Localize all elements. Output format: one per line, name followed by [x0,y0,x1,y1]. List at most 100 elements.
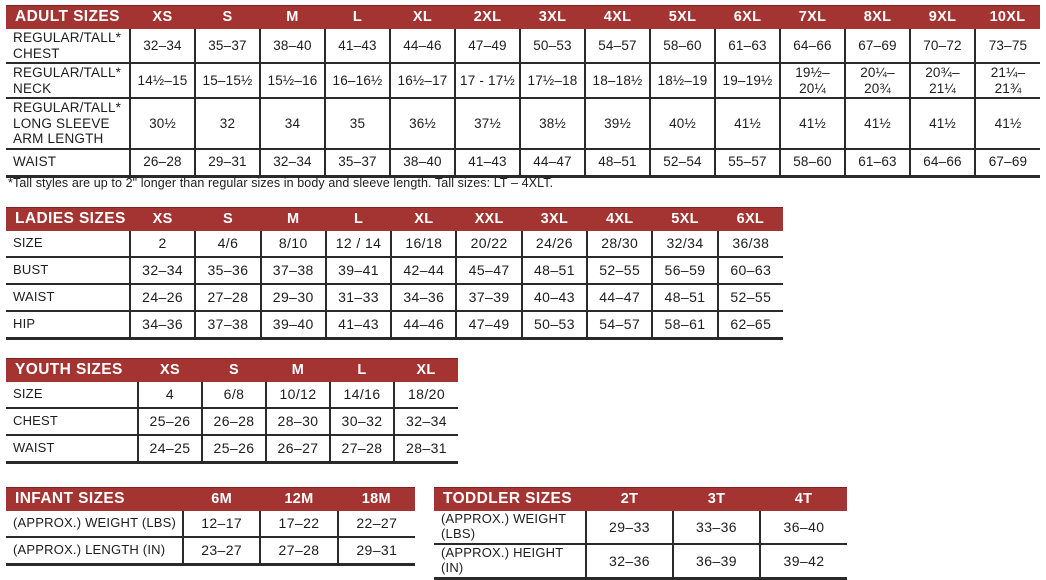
infant-sizes-table-container: INFANT SIZES 6M 12M 18M (APPROX.) WEIGHT (LB… [6,487,415,566]
table-cell: 52–55 [586,256,653,284]
column-header: 2T [586,487,673,511]
table-cell: 32–34 [393,407,458,435]
column-header: 3T [673,487,760,511]
table-cell: 45–47 [455,256,522,284]
table-cell: 34 [259,97,325,149]
table-header-adult: ADULT SIZES XS S M L XL 2XL 3XL 4XL 5XL 6XL 7XL 8XL 9… [6,5,1040,29]
table-body-ladies: SIZE 2 4/6 8/10 12 / 14 16/18 20/22 24/26 28/30 3… [6,231,783,340]
column-header: XXL [456,207,522,231]
column-header: 3XL [520,5,585,29]
row-label: SIZE [13,386,43,402]
toddler-sizes-table-container: TODDLER SIZES 2T 3T 4T (APPROX.) WEIGHT (LBS… [434,487,847,580]
table-cell: 30½ [129,97,195,149]
column-header: 4XL [587,207,653,231]
table-cell: 58–60 [779,147,845,178]
table-cell: 61–63 [844,147,910,178]
table-cell: 36½ [389,97,455,149]
table-cell: 16–16½ [324,62,390,99]
table-body-toddler: (APPROX.) WEIGHT (LBS) 29–33 33–36 36–40 (AP… [434,511,847,580]
table-cell: 31–33 [324,283,392,311]
table-cell: 27–28 [194,283,261,311]
table-cell: 20¾– 21¼ [909,62,975,99]
table-cell: 35–37 [324,147,390,178]
table-cell: 39–42 [759,542,847,580]
row-label: REGULAR/TALL* CHEST [13,30,122,61]
table-cell: 58–61 [651,310,718,340]
column-header: 4XL [585,5,650,29]
column-header: M [260,207,326,231]
table-cell: 21¼– 21¾ [974,62,1040,99]
table-cell: 27–28 [329,434,394,464]
table-title: ADULT SIZES [6,5,130,29]
table-cell: 27–28 [259,536,338,566]
table-cell: 40–43 [520,283,588,311]
column-header: M [260,5,325,29]
column-header: XS [130,207,196,231]
column-header: L [325,5,390,29]
table-cell: 18½–19 [649,62,715,99]
table-cell: 29–31 [194,147,260,178]
table-cell: 40½ [649,97,715,149]
table-cell: 17½–18 [519,62,585,99]
table-cell: 44–46 [389,29,455,64]
table-cell: 50–53 [519,29,585,64]
column-header: L [330,358,394,382]
table-cell: 42–44 [390,256,457,284]
header-row: INFANT SIZES 6M 12M 18M [6,487,415,511]
table-cell: 41½ [714,97,780,149]
table-cell: 24/26 [520,231,588,257]
table-cell: 32 [194,97,260,149]
table-cell: 14/16 [329,382,394,408]
table-cell: 32–34 [128,256,196,284]
size-table-ladies: LADIES SIZES XS S M L XL XXL 3XL 4XL 5XL 6XL SIZE 2 4… [6,207,783,340]
row-label: (APPROX.) WEIGHT (LBS) [441,511,567,541]
table-row: (APPROX.) HEIGHT (IN) 32–36 36–39 39–42 [434,542,847,580]
row-label: BUST [6,256,130,284]
table-cell: 64–66 [779,29,845,64]
column-header: XL [394,358,458,382]
table-cell: 4/6 [194,231,261,257]
table-cell: 20/22 [455,231,522,257]
table-cell: 8/10 [259,231,326,257]
table-cell: 36–39 [672,542,760,580]
table-cell: 36–40 [759,511,847,544]
table-cell: 55–57 [714,147,780,178]
table-cell: 15½–16 [259,62,325,99]
row-label: SIZE [13,235,43,251]
table-cell: 20¼– 20¾ [844,62,910,99]
column-header: XL [390,5,455,29]
table-cell: 29–30 [259,283,326,311]
table-cell: 54–57 [584,29,650,64]
row-label: (APPROX.) HEIGHT (IN) [434,542,586,580]
table-cell: 18–18½ [584,62,650,99]
size-table-adult: ADULT SIZES XS S M L XL 2XL 3XL 4XL 5XL 6XL 7XL 8XL 9… [6,5,1040,178]
table-cell: 62–65 [716,310,783,340]
table-cell: 54–57 [586,310,653,340]
table-cell: 37½ [454,97,520,149]
table-cell: 34–36 [128,310,196,340]
table-cell: 10/12 [265,382,330,408]
table-cell: 48–51 [520,256,588,284]
table-title: TODDLER SIZES [434,487,586,511]
table-title: YOUTH SIZES [6,358,138,382]
table-cell: 35 [324,97,390,149]
table-cell: 47–49 [454,29,520,64]
column-header: S [195,207,261,231]
table-cell: 56–59 [651,256,718,284]
table-cell: 25–26 [137,407,202,435]
table-cell: 41–43 [324,29,390,64]
row-label: REGULAR/TALL* NECK [6,62,130,99]
table-row: SIZE 2 4/6 8/10 12 / 14 16/18 20/22 24/26 28/30 3… [6,231,783,257]
table-cell: 73–75 [974,29,1040,64]
table-row: WAIST 24–26 27–28 29–30 31–33 34–36 37–39 40–43… [6,283,783,311]
table-cell: 35–36 [194,256,261,284]
table-row: REGULAR/TALL* CHEST 32–34 35–37 38–40 41–43 4… [6,29,1040,64]
table-cell: 17–22 [259,511,338,537]
size-table-toddler: TODDLER SIZES 2T 3T 4T (APPROX.) WEIGHT (LBS… [434,487,847,580]
table-row: SIZE 4 6/8 10/12 14/16 18/20 [6,382,458,408]
column-header: 6M [183,487,261,511]
table-cell: 22–27 [336,511,415,537]
adult-sizes-table-container: ADULT SIZES XS S M L XL 2XL 3XL 4XL 5XL 6XL 7XL 8XL 9… [6,5,1040,178]
table-cell: 39–41 [324,256,392,284]
table-header-toddler: TODDLER SIZES 2T 3T 4T [434,487,847,511]
